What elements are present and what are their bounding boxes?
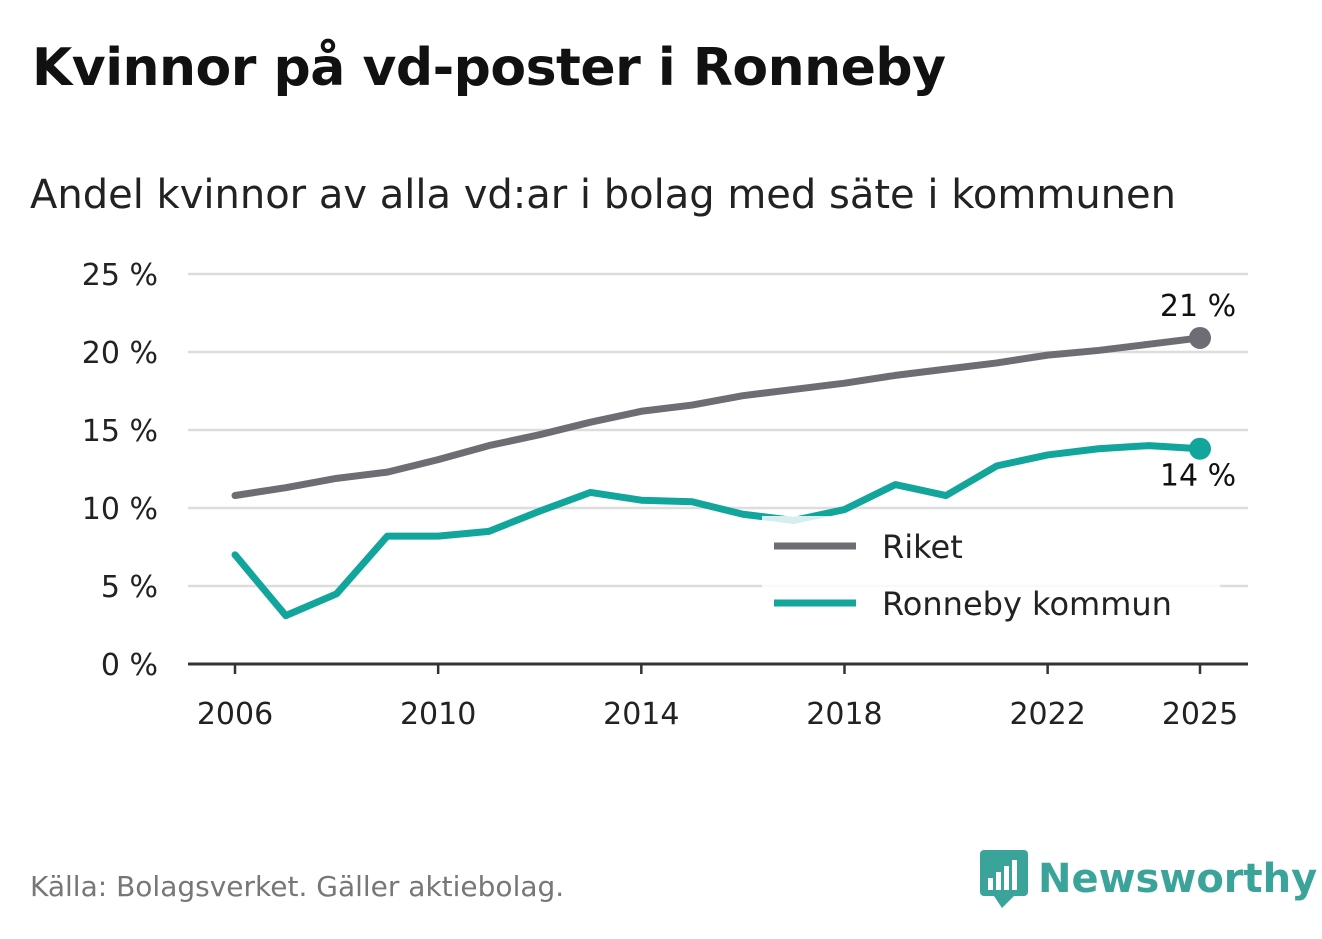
y-tick-label: 5 %	[101, 570, 158, 605]
chart-title: Kvinnor på vd-poster i Ronneby	[32, 38, 946, 98]
y-tick-label: 10 %	[82, 492, 158, 527]
brand-logo: Newsworthy	[980, 850, 1317, 908]
riket-end-marker	[1189, 326, 1211, 349]
bar-chart-badge-icon	[980, 850, 1028, 908]
x-tick-label: 2006	[197, 697, 273, 732]
y-tick-label: 15 %	[82, 414, 158, 449]
legend: Riket Ronneby kommun	[762, 516, 1220, 638]
legend-background	[762, 516, 1220, 638]
y-tick-label: 0 %	[101, 648, 158, 683]
y-tick-label: 25 %	[82, 258, 158, 293]
x-tick-label: 2025	[1162, 697, 1238, 732]
ronneby-end-marker	[1189, 437, 1211, 460]
legend-label: Riket	[882, 528, 963, 566]
chart-subtitle: Andel kvinnor av alla vd:ar i bolag med …	[30, 172, 1176, 218]
source-note: Källa: Bolagsverket. Gäller aktiebolag.	[30, 870, 565, 903]
x-tick-label: 2010	[400, 697, 476, 732]
series-lines: 21 % 14 %	[231, 289, 1236, 620]
x-tick-label: 2018	[806, 697, 882, 732]
riket-end-label: 21 %	[1160, 289, 1236, 324]
riket-line	[231, 334, 1204, 500]
ronneby-line	[231, 442, 1204, 620]
axes: 0 % 5 % 10 % 15 % 20 % 25 % 2006 2010 2014 2018 20…	[82, 258, 1248, 732]
brand-name: Newsworthy	[1038, 856, 1318, 902]
ronneby-end-label: 14 %	[1160, 459, 1236, 494]
y-tick-label: 20 %	[82, 336, 158, 371]
x-tick-label: 2022	[1009, 697, 1085, 732]
x-tick-label: 2014	[603, 697, 679, 732]
legend-label: Ronneby kommun	[882, 585, 1172, 623]
